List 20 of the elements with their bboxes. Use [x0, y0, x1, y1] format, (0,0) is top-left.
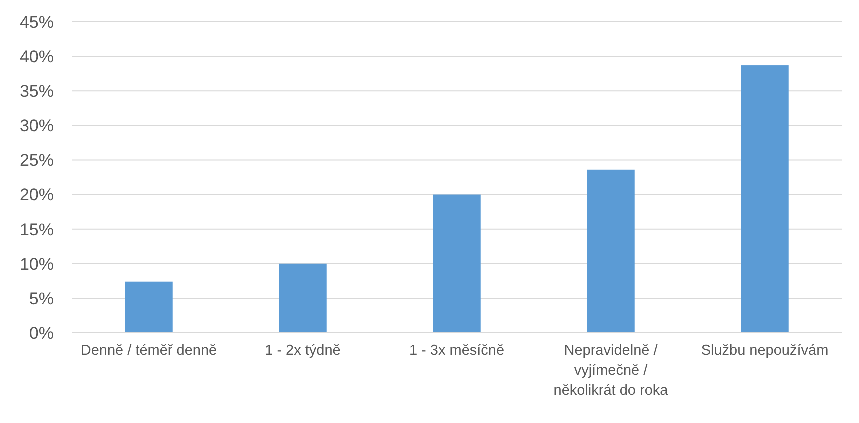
y-tick-label: 30%: [20, 116, 54, 136]
bar: [279, 264, 327, 333]
y-tick-label: 15%: [20, 220, 54, 240]
y-tick-label: 5%: [29, 289, 54, 308]
y-tick-label: 35%: [20, 82, 54, 102]
y-tick-label: 25%: [20, 151, 54, 170]
y-tick-label: 20%: [20, 186, 54, 205]
y-tick-label: 10%: [20, 254, 54, 274]
bar: [433, 194, 481, 333]
x-tick-label: Nepravidelně / vyjímečně / několikrát do roka: [554, 343, 670, 399]
y-tick-label: 0%: [29, 324, 54, 343]
bar: [741, 66, 789, 333]
bar: [125, 282, 173, 333]
x-tick-label: Službu nepoužívám: [701, 343, 829, 359]
y-tick-label: 45%: [20, 12, 54, 32]
bar: [587, 170, 635, 333]
x-tick-label: 1 - 2x týdně: [265, 343, 341, 359]
x-tick-label: 1 - 3x měsíčně: [409, 343, 505, 359]
x-tick-label: Denně / téměř denně: [80, 343, 218, 359]
y-tick-label: 40%: [20, 48, 54, 67]
